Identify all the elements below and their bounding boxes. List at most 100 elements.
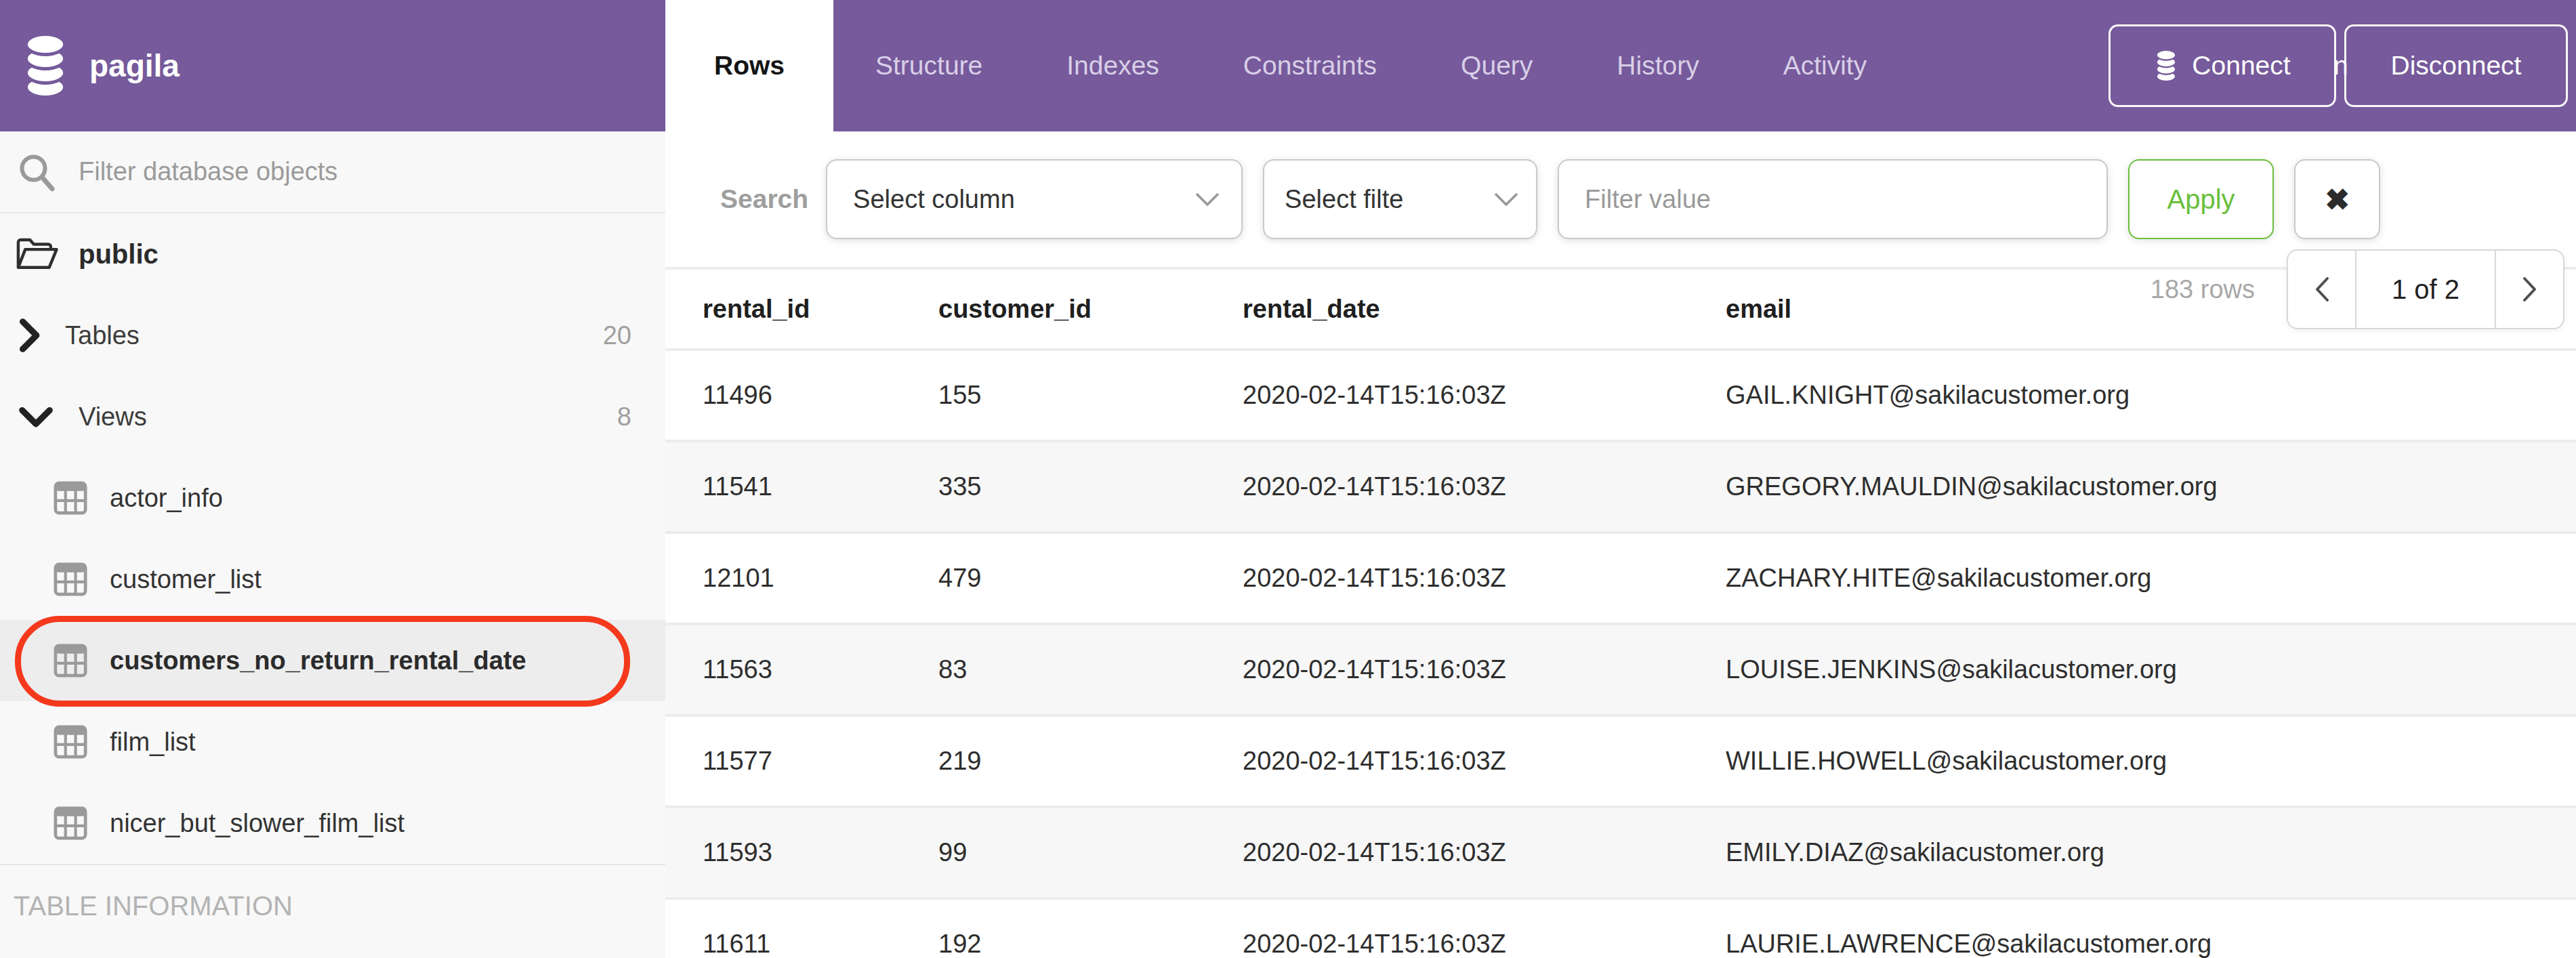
cell-email: LOUISE.JENKINS@sakilacustomer.org [1726,625,2177,714]
cell-rental-date: 2020-02-14T15:16:03Z [1243,442,1506,531]
cell-customer-id: 99 [938,808,967,897]
select-filter-dropdown[interactable]: Select filte [1263,159,1537,239]
cell-rental-id: 11563 [703,625,772,714]
cell-email: EMILY.DIAZ@sakilacustomer.org [1726,808,2104,897]
sidebar-view-item[interactable]: film_list [0,701,665,783]
filter-database-objects-input[interactable] [77,157,622,187]
database-title: pagila [89,47,180,84]
cell-rental-date: 2020-02-14T15:16:03Z [1243,717,1506,806]
cell-rental-id: 11611 [703,900,770,958]
cell-rental-id: 11496 [703,351,772,440]
cell-customer-id: 335 [938,442,981,531]
next-page-button[interactable] [2496,251,2563,328]
tab[interactable]: Query [1419,0,1575,131]
sidebar-item-tables[interactable]: Tables 20 [0,295,665,376]
tab[interactable]: History [1575,0,1741,131]
table-grid-icon [53,806,88,841]
tab[interactable]: Constraints [1201,0,1419,131]
view-name-label: customer_list [110,565,262,594]
tab[interactable]: Rows [665,0,833,131]
disconnect-button-label: Disconnect [2391,51,2522,81]
cell-rental-date: 2020-02-14T15:16:03Z [1243,900,1506,958]
cell-rental-id: 11541 [703,442,772,531]
cell-customer-id: 83 [938,625,967,714]
cell-customer-id: 155 [938,351,981,440]
clear-filter-button[interactable]: ✖ [2294,159,2380,239]
sidebar-view-item[interactable]: customer_list [0,539,665,620]
tables-count-badge: 20 [603,321,665,350]
table-row[interactable]: 12101 479 2020-02-14T15:16:03Z ZACHARY.H… [665,534,2576,625]
cell-rental-date: 2020-02-14T15:16:03Z [1243,351,1506,440]
database-app-window: pagila public Tables 20 [0,0,2576,958]
tab-bar: n Rows Structure Indexes Constraints Que… [665,0,2576,131]
cell-rental-date: 2020-02-14T15:16:03Z [1243,534,1506,623]
sidebar-filter-row [0,131,665,213]
view-name-label: film_list [110,728,196,757]
connect-button[interactable]: Connect [2108,24,2336,107]
cell-email: ZACHARY.HITE@sakilacustomer.org [1726,534,2151,623]
chevron-down-icon [1194,191,1221,207]
tree-item-label: Tables [65,321,140,350]
table-grid-icon [53,480,88,516]
table-row[interactable]: 11611 192 2020-02-14T15:16:03Z LAURIE.LA… [665,900,2576,958]
row-count-label: 183 rows [2151,249,2255,329]
column-header-rental-id[interactable]: rental_id [703,270,810,348]
sidebar-view-item[interactable]: nicer_but_slower_film_list [0,783,665,864]
page-indicator: 1 of 2 [2355,251,2496,328]
apply-button[interactable]: Apply [2128,159,2274,239]
connect-button-label: Connect [2192,51,2290,81]
search-label: Search [720,184,808,214]
chevron-right-icon [2522,275,2538,304]
filter-value-input[interactable] [1583,184,2082,215]
table-row[interactable]: 11593 99 2020-02-14T15:16:03Z EMILY.DIAZ… [665,808,2576,900]
cell-rental-id: 12101 [703,534,774,623]
table-information-section-title: TABLE INFORMATION [0,865,665,946]
previous-page-button[interactable] [2288,251,2355,328]
chevron-left-icon [2314,275,2330,304]
views-list: actor_info customer_list [0,457,665,864]
database-icon [2154,49,2178,82]
select-column-value: Select column [853,185,1015,214]
table-grid-icon [53,724,88,759]
tabs: Rows Structure Indexes Constraints Query… [665,0,1909,131]
cell-email: GAIL.KNIGHT@sakilacustomer.org [1726,351,2130,440]
cell-rental-id: 11577 [703,717,772,806]
main-panel: n Rows Structure Indexes Constraints Que… [665,0,2576,958]
tab[interactable]: Indexes [1024,0,1201,131]
cell-email: WILLIE.HOWELL@sakilacustomer.org [1726,717,2167,806]
table-row[interactable]: 11563 83 2020-02-14T15:16:03Z LOUISE.JEN… [665,625,2576,717]
search-toolbar: Search Select column Select filte Apply … [665,131,2576,270]
table-row[interactable]: 11577 219 2020-02-14T15:16:03Z WILLIE.HO… [665,717,2576,808]
column-header-rental-date[interactable]: rental_date [1243,270,1380,348]
select-filter-value: Select filte [1285,185,1403,214]
database-logo-icon [20,33,70,98]
tab[interactable]: Activity [1741,0,1909,131]
table-row[interactable]: 11496 155 2020-02-14T15:16:03Z GAIL.KNIG… [665,351,2576,442]
views-count-badge: 8 [617,402,665,432]
disconnect-button[interactable]: Disconnect [2344,24,2568,107]
chevron-right-icon [18,317,41,354]
view-name-label: nicer_but_slower_film_list [110,809,404,838]
sidebar-item-views[interactable]: Views 8 [0,376,665,457]
table-grid-icon [53,643,88,678]
pagination-control: 1 of 2 [2287,249,2564,329]
sidebar-view-item[interactable]: customers_no_return_rental_date [0,620,665,701]
select-column-dropdown[interactable]: Select column [826,159,1243,239]
column-header-email[interactable]: email [1726,270,1791,348]
view-name-label: actor_info [110,484,223,513]
cell-customer-id: 479 [938,534,981,623]
cell-email: LAURIE.LAWRENCE@sakilacustomer.org [1726,900,2211,958]
sidebar-header: pagila [0,0,665,131]
cell-rental-id: 11593 [703,808,772,897]
data-grid-body: 11496 155 2020-02-14T15:16:03Z GAIL.KNIG… [665,351,2576,958]
tab[interactable]: Structure [833,0,1024,131]
cell-customer-id: 219 [938,717,981,806]
sidebar-view-item[interactable]: actor_info [0,457,665,539]
table-grid-icon [53,562,88,597]
tree-item-label: Views [79,402,147,432]
filter-value-field [1558,159,2108,239]
sidebar-item-schema-public[interactable]: public [0,213,665,295]
column-header-customer-id[interactable]: customer_id [938,270,1092,348]
cell-email: GREGORY.MAULDIN@sakilacustomer.org [1726,442,2218,531]
table-row[interactable]: 11541 335 2020-02-14T15:16:03Z GREGORY.M… [665,442,2576,534]
